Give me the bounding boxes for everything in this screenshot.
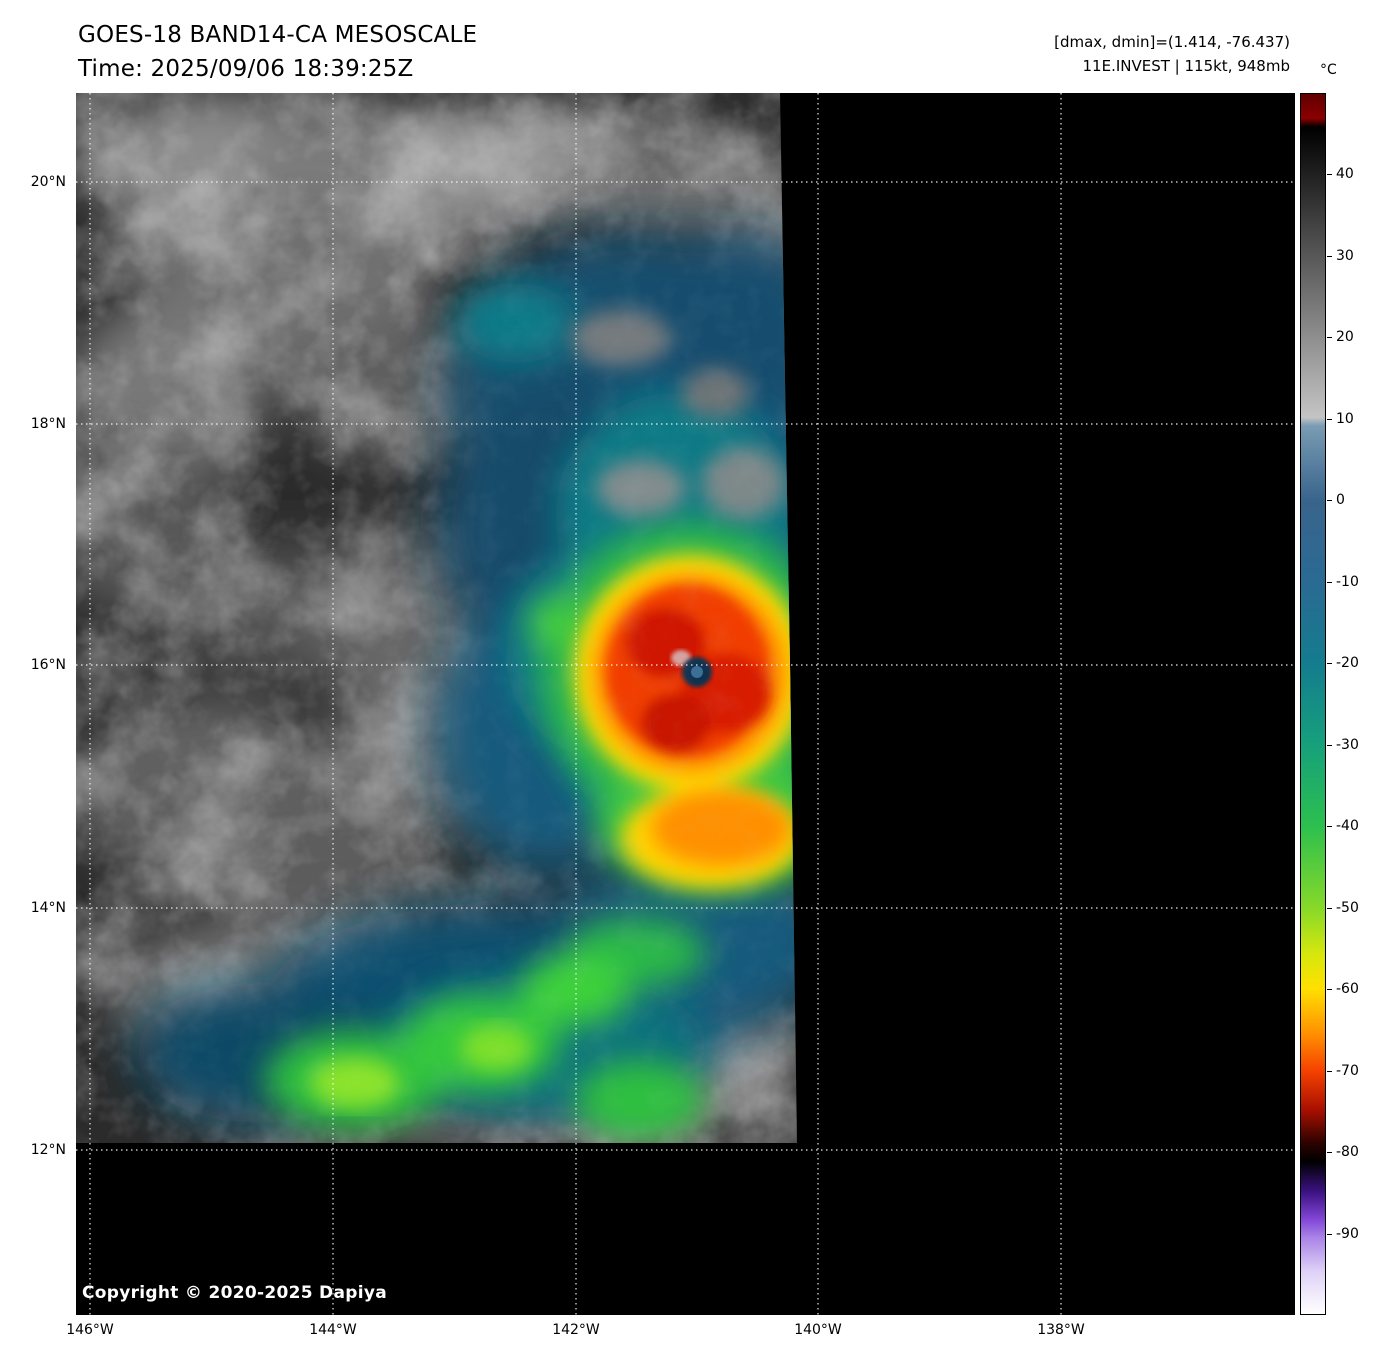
figure-time: Time: 2025/09/06 18:39:25Z xyxy=(78,56,414,82)
colorbar-tick-mark xyxy=(1327,419,1332,420)
colorbar-tick-mark xyxy=(1327,1234,1332,1235)
dmax-dmin-readout: [dmax, dmin]=(1.414, -76.437) xyxy=(1054,33,1290,51)
lat-label-16n: 16°N xyxy=(30,657,66,673)
gridlines xyxy=(76,93,1295,1315)
colorbar-tick-mark xyxy=(1327,826,1332,827)
colorbar-tick-label-n80: -80 xyxy=(1336,1144,1359,1160)
colorbar-unit-label: °C xyxy=(1320,62,1337,78)
lat-label-12n: 12°N xyxy=(30,1142,66,1158)
colorbar-tick-mark xyxy=(1327,174,1332,175)
satellite-image xyxy=(76,93,1295,1315)
colorbar-tick-label-n20: -20 xyxy=(1336,655,1359,671)
colorbar-tick-label-n10: -10 xyxy=(1336,574,1359,590)
copyright: Copyright © 2020-2025 Dapiya xyxy=(82,1283,387,1303)
colorbar-tick-label-40: 40 xyxy=(1336,166,1354,182)
colorbar-tick-mark xyxy=(1327,582,1332,583)
colorbar-tick-label-n40: -40 xyxy=(1336,818,1359,834)
colorbar-tick-mark xyxy=(1327,663,1332,664)
colorbar-tick-mark xyxy=(1327,337,1332,338)
storm-info: 11E.INVEST | 115kt, 948mb xyxy=(1082,57,1291,75)
lon-label-144w: 144°W xyxy=(309,1322,357,1338)
colorbar-tick-label-n70: -70 xyxy=(1336,1063,1359,1079)
colorbar-tick-label-10: 10 xyxy=(1336,411,1354,427)
data-swath xyxy=(76,93,797,1143)
colorbar-tick-label-n30: -30 xyxy=(1336,737,1359,753)
colorbar-tick-mark xyxy=(1327,989,1332,990)
colorbar-tick-label-n60: -60 xyxy=(1336,981,1359,997)
cloud-texture-overlay xyxy=(76,93,797,1143)
lat-label-14n: 14°N xyxy=(30,900,66,916)
colorbar-tick-label-0: 0 xyxy=(1336,492,1345,508)
colorbar-tick-mark xyxy=(1327,256,1332,257)
lon-label-142w: 142°W xyxy=(552,1322,600,1338)
colorbar-tick-label-20: 20 xyxy=(1336,329,1354,345)
colorbar-tick-label-30: 30 xyxy=(1336,248,1354,264)
colorbar-tick-mark xyxy=(1327,1071,1332,1072)
lat-label-18n: 18°N xyxy=(30,416,66,432)
colorbar-tick-mark xyxy=(1327,745,1332,746)
colorbar-tick-label-n50: -50 xyxy=(1336,900,1359,916)
lon-label-138w: 138°W xyxy=(1037,1322,1085,1338)
colorbar-tick-mark xyxy=(1327,908,1332,909)
header-right: [dmax, dmin]=(1.414, -76.437) 11E.INVEST… xyxy=(1054,30,1290,78)
colorbar-gradient xyxy=(1300,93,1326,1315)
figure-title: GOES-18 BAND14-CA MESOSCALE xyxy=(78,22,478,48)
lon-label-140w: 140°W xyxy=(794,1322,842,1338)
colorbar-tick-mark xyxy=(1327,1152,1332,1153)
colorbar-tick-label-n90: -90 xyxy=(1336,1226,1359,1242)
lon-label-146w: 146°W xyxy=(66,1322,114,1338)
lat-label-20n: 20°N xyxy=(30,174,66,190)
colorbar-tick-mark xyxy=(1327,500,1332,501)
